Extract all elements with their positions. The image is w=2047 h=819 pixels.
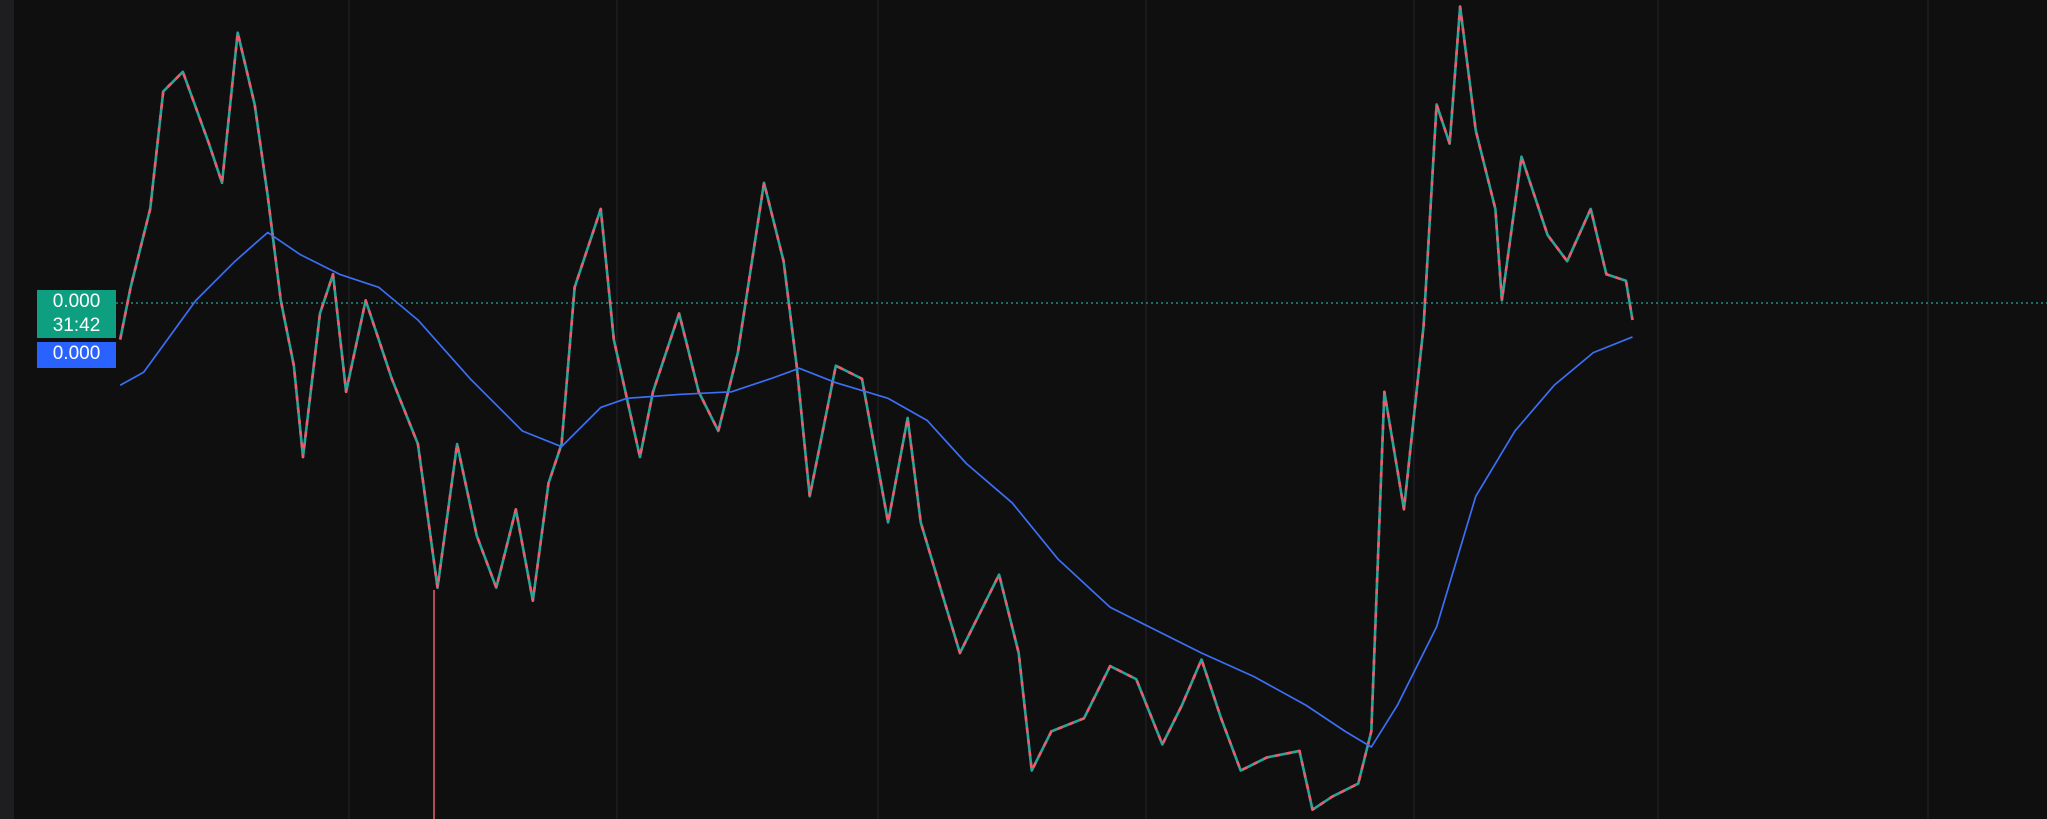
price-label: 0.000	[52, 291, 101, 312]
price-trace	[118, 5, 1634, 812]
ma-label: 0.000	[52, 343, 101, 364]
countdown-label: 31:42	[52, 315, 101, 336]
grid	[348, 0, 1929, 819]
ma-tag: 0.000	[37, 342, 116, 368]
side-strip	[0, 0, 14, 819]
price-tag: 0.000 31:42	[37, 290, 116, 338]
